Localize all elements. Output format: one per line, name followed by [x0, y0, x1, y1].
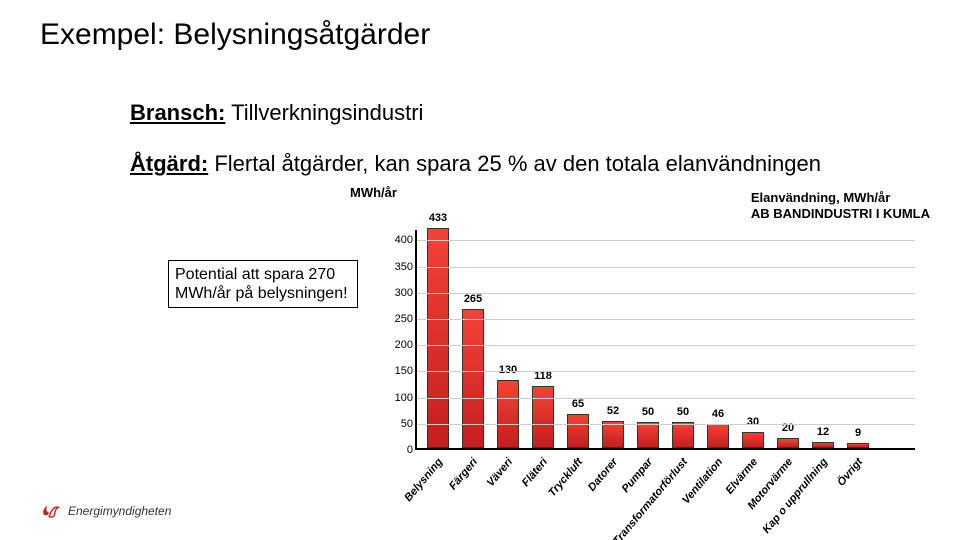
bar-value-label: 9: [847, 427, 869, 439]
bar-fill: [567, 414, 589, 448]
bar: 20: [777, 438, 799, 448]
y-tick-label: 250: [383, 313, 413, 325]
bar-value-label: 30: [742, 416, 764, 428]
bar: 65: [567, 414, 589, 448]
logo: Energimyndigheten: [40, 500, 171, 522]
bar: 130: [497, 380, 519, 448]
y-tick-label: 350: [383, 261, 413, 273]
grid-line: [417, 293, 915, 294]
y-tick-label: 100: [383, 392, 413, 404]
bar-fill: [707, 424, 729, 448]
x-tick-label: Elvärme: [723, 456, 760, 497]
grid-line: [417, 398, 915, 399]
bar-value-label: 65: [567, 398, 589, 410]
chart-title-line1: Elanvändning, MWh/år: [751, 190, 890, 205]
y-tick-label: 150: [383, 365, 413, 377]
x-tick-label: Övrigt: [835, 456, 865, 489]
grid-line: [417, 371, 915, 372]
bar: 118: [532, 386, 554, 448]
x-tick-label: Kap o upprullning: [761, 456, 831, 536]
bar-fill: [532, 386, 554, 448]
x-tick-label: Fläteri: [520, 456, 550, 489]
grid-line: [417, 240, 915, 241]
bar: 30: [742, 432, 764, 448]
bransch-line: Bransch: Tillverkningsindustri: [130, 100, 423, 126]
bar: 52: [602, 421, 624, 448]
bar-value-label: 50: [637, 406, 659, 418]
grid-line: [417, 267, 915, 268]
bransch-value: Tillverkningsindustri: [225, 100, 423, 125]
x-tick-label: Datorer: [586, 456, 620, 494]
grid-line: [417, 424, 915, 425]
y-tick-label: 400: [383, 234, 413, 246]
bar: 50: [672, 422, 694, 448]
potential-callout: Potential att spara 270 MWh/år på belysn…: [168, 260, 358, 308]
bar-value-label: 46: [707, 408, 729, 420]
atgard-value: Flertal åtgärder, kan spara 25 % av den …: [208, 151, 821, 176]
logo-text: Energimyndigheten: [68, 504, 171, 518]
bar-fill: [427, 228, 449, 448]
bar-fill: [462, 309, 484, 448]
bar-fill: [847, 443, 869, 448]
x-tick-label: Färgeri: [447, 456, 480, 492]
bar: 46: [707, 424, 729, 448]
bar-value-label: 433: [427, 212, 449, 224]
slide-title: Exempel: Belysningsåtgärder: [40, 18, 430, 52]
bransch-label: Bransch:: [130, 100, 225, 125]
bar: 265: [462, 309, 484, 448]
x-tick-label: Belysning: [402, 456, 445, 504]
plot-area: 43326513011865525050463020129 0501001502…: [415, 230, 915, 450]
bar-fill: [602, 421, 624, 448]
y-tick-label: 200: [383, 339, 413, 351]
bar-fill: [742, 432, 764, 448]
x-tick-label: Väveri: [485, 456, 515, 489]
y-tick-label: 300: [383, 287, 413, 299]
bar-fill: [672, 422, 694, 448]
chart-title-line2: AB BANDINDUSTRI I KUMLA: [751, 206, 930, 221]
bar: 433: [427, 228, 449, 448]
bar: 50: [637, 422, 659, 448]
bar: 9: [847, 443, 869, 448]
grid-line: [417, 319, 915, 320]
bars-group: 433 265 130 118 65 52 50 50 46 30 20 12 9: [417, 230, 915, 448]
bar-value-label: 52: [602, 405, 624, 417]
logo-mark-icon: [40, 500, 62, 522]
chart-container: MWh/år Elanvändning, MWh/år AB BANDINDUS…: [380, 200, 940, 510]
atgard-label: Åtgärd:: [130, 151, 208, 176]
bar-value-label: 130: [497, 364, 519, 376]
bar-fill: [777, 438, 799, 448]
x-tick-label: Tryckluft: [546, 456, 585, 499]
grid-line: [417, 345, 915, 346]
bar-value-label: 265: [462, 293, 484, 305]
x-tick-label: Pumpar: [620, 456, 656, 495]
atgard-line: Åtgärd: Flertal åtgärder, kan spara 25 %…: [130, 150, 900, 178]
bar-value-label: 12: [812, 426, 834, 438]
y-tick-label: 50: [383, 418, 413, 430]
y-axis-label: MWh/år: [350, 185, 397, 200]
bar-fill: [497, 380, 519, 448]
bar-fill: [812, 442, 834, 448]
bar: 12: [812, 442, 834, 448]
y-tick-label: 0: [383, 444, 413, 456]
bar-value-label: 50: [672, 406, 694, 418]
chart-title: Elanvändning, MWh/år AB BANDINDUSTRI I K…: [751, 190, 930, 221]
bar-fill: [637, 422, 659, 448]
